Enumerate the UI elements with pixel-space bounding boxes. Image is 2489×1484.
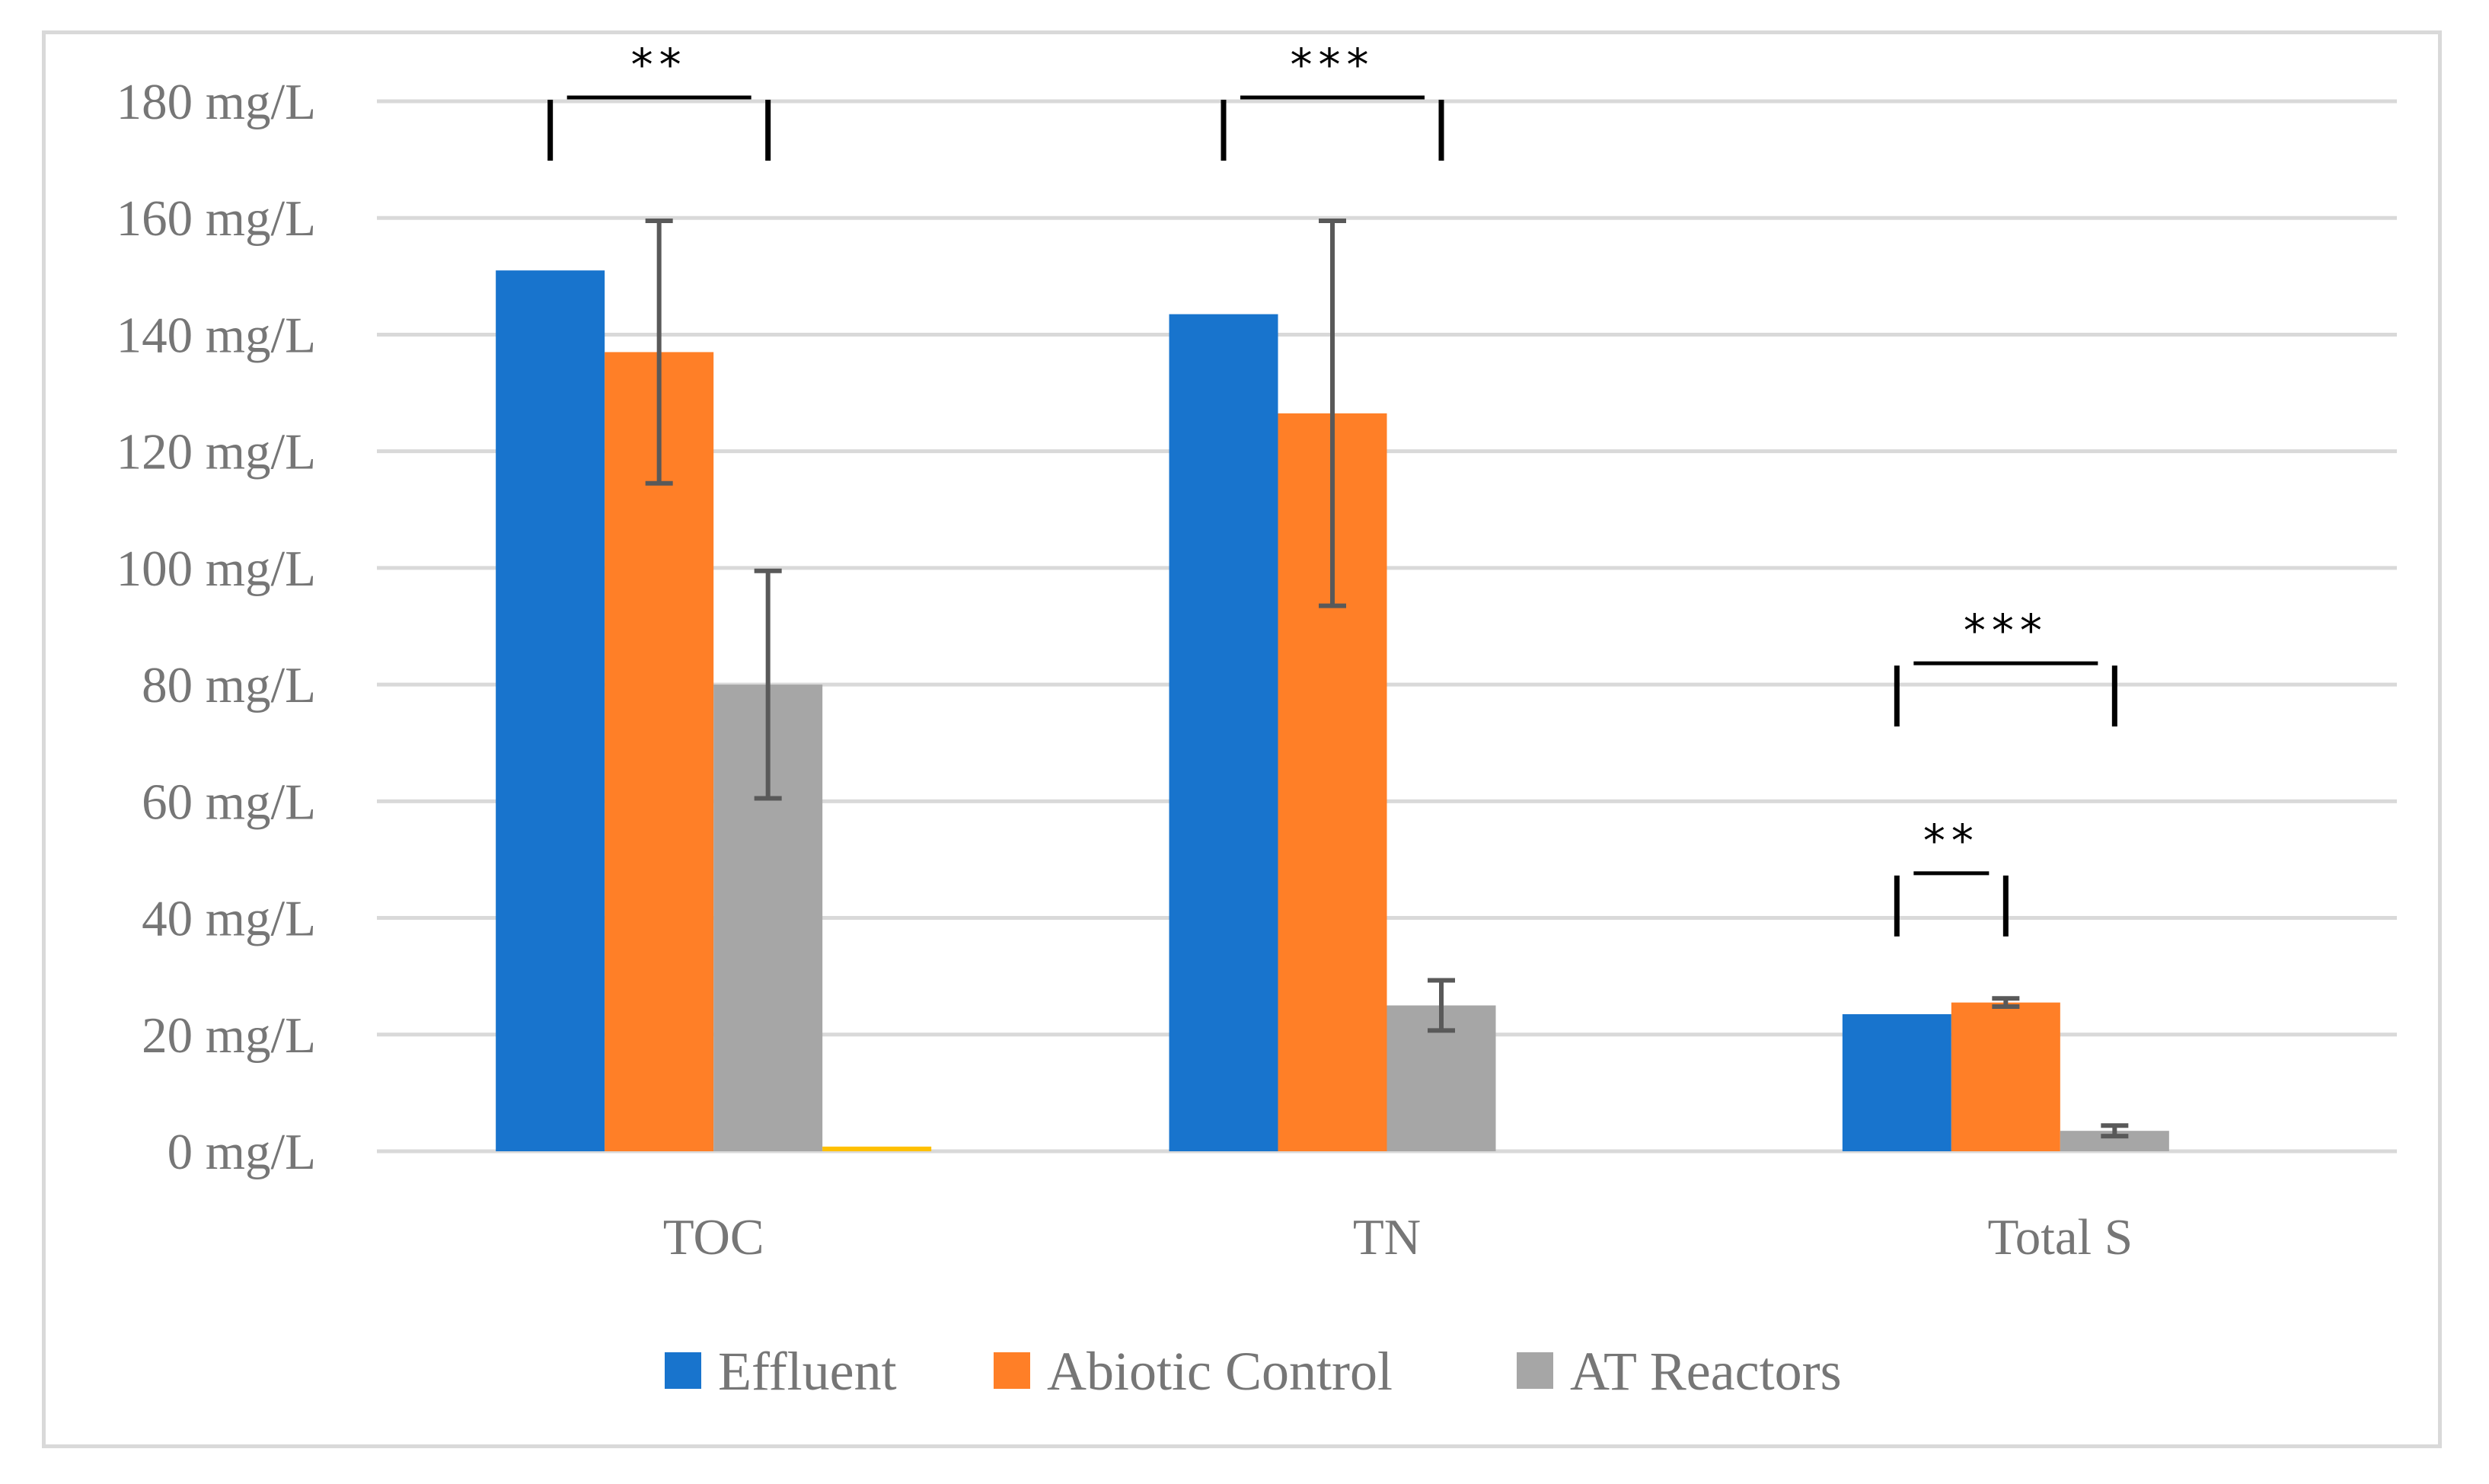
y-tick-label-20: 20 mg/L [142, 1007, 316, 1064]
legend-swatch-at-reactors [1517, 1352, 1553, 1389]
y-tick-label-120: 120 mg/L [116, 424, 316, 480]
legend-label-at-reactors: AT Reactors [1570, 1341, 1842, 1402]
x-axis-ticks: TOC TN Total S [663, 1209, 2133, 1265]
y-tick-label-60: 60 mg/L [142, 774, 316, 830]
significance-annotations: ** ******** [547, 39, 2117, 937]
bar-abiotic-control-total-s [1951, 1002, 2060, 1151]
x-tick-label-tn: TN [1353, 1209, 1421, 1265]
legend-swatch-effluent [665, 1352, 701, 1389]
significance-bracket-2-label: *** [1291, 39, 1375, 91]
y-tick-label-100: 100 mg/L [116, 541, 316, 597]
significance-bracket-1-label: ** [631, 39, 688, 91]
y-tick-label-140: 140 mg/L [116, 307, 316, 363]
legend: Effluent Abiotic Control AT Reactors [665, 1341, 1842, 1402]
y-tick-label-80: 80 mg/L [142, 657, 316, 713]
y-tick-label-0: 0 mg/L [168, 1124, 316, 1180]
legend-swatch-abiotic-control [994, 1352, 1030, 1389]
y-tick-label-160: 160 mg/L [116, 190, 316, 247]
bar-effluent-total-s [1842, 1013, 1951, 1151]
bar-effluent-toc [496, 270, 605, 1151]
x-tick-label-total-s: Total S [1987, 1209, 2133, 1265]
bar-series-4-toc [822, 1146, 932, 1151]
error-bars [645, 219, 2129, 1139]
y-tick-label-40: 40 mg/L [142, 891, 316, 947]
significance-bracket-3-label: *** [1964, 605, 2048, 656]
y-axis-ticks: 0 mg/L 20 mg/L 40 mg/L 60 mg/L 80 mg/L 100 mg… [116, 74, 316, 1180]
bar-effluent-tn [1169, 314, 1278, 1151]
significance-bracket-4-label: ** [1923, 815, 1980, 866]
legend-label-effluent: Effluent [718, 1341, 897, 1402]
x-tick-label-toc: TOC [663, 1209, 764, 1265]
legend-label-abiotic-control: Abiotic Control [1047, 1341, 1393, 1402]
y-tick-label-180: 180 mg/L [116, 74, 316, 130]
